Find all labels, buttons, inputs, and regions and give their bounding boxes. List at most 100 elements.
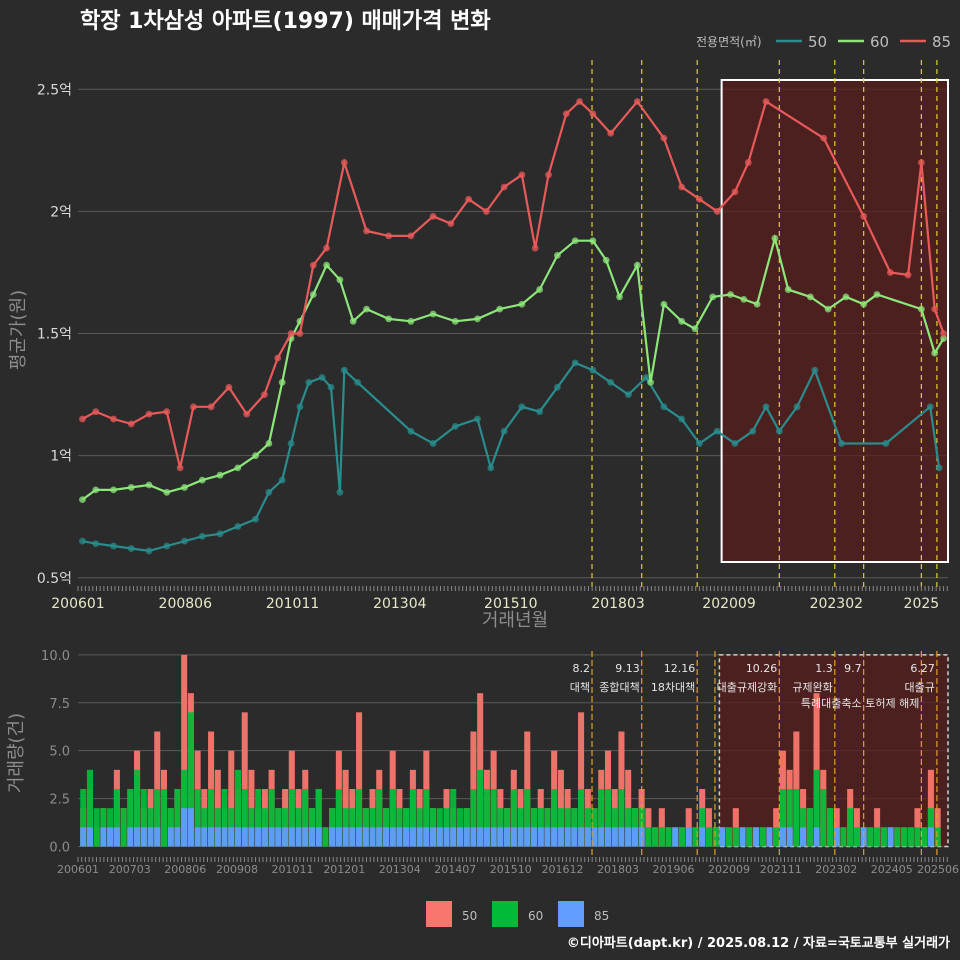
bottom-y-tick-label: 0.0 bbox=[49, 841, 70, 856]
data-point-60 bbox=[145, 481, 153, 489]
bar-60 bbox=[712, 827, 719, 847]
data-point-85 bbox=[678, 183, 686, 191]
policy-date: 12.16 bbox=[664, 662, 696, 675]
data-point-60 bbox=[873, 291, 881, 298]
top-y-axis-title: 평균가(원) bbox=[8, 290, 29, 370]
policy-date: 9.13 bbox=[615, 662, 640, 675]
data-point-85 bbox=[633, 98, 641, 105]
bar-60 bbox=[315, 789, 322, 847]
data-point-50 bbox=[678, 415, 686, 423]
bar-85 bbox=[530, 827, 538, 847]
data-point-50 bbox=[500, 427, 508, 435]
bottom-bars bbox=[80, 654, 941, 847]
bar-60 bbox=[907, 827, 914, 847]
data-point-50 bbox=[571, 359, 579, 367]
data-point-50 bbox=[305, 378, 313, 386]
policy-label: 대출규 bbox=[905, 681, 935, 694]
policy-label: 규제완화 bbox=[792, 681, 832, 694]
data-point-50 bbox=[407, 427, 415, 435]
bar-60 bbox=[618, 789, 625, 847]
data-point-85 bbox=[562, 110, 570, 118]
data-point-85 bbox=[176, 464, 184, 472]
data-point-50 bbox=[216, 530, 224, 538]
bar-60 bbox=[268, 789, 275, 847]
source-caption: ©디아파트(dapt.kr) / 2025.08.12 / 자료=국토교통부 실… bbox=[567, 935, 950, 951]
top-x-tick-label: 201011 bbox=[266, 596, 319, 612]
bar-85 bbox=[578, 827, 585, 847]
bar-60 bbox=[853, 827, 860, 847]
bar-60 bbox=[80, 789, 87, 847]
data-point-60 bbox=[660, 300, 668, 308]
top-legend: 전용면적(㎡) 50 60 85 bbox=[696, 33, 951, 51]
bar-50 bbox=[578, 712, 585, 847]
bar-85 bbox=[255, 827, 262, 847]
bar-85 bbox=[470, 827, 477, 847]
data-point-85 bbox=[296, 330, 304, 337]
bar-85 bbox=[739, 827, 746, 847]
bar-85 bbox=[268, 827, 275, 847]
bar-85 bbox=[248, 827, 255, 847]
data-point-85 bbox=[940, 330, 947, 337]
bar-85 bbox=[140, 827, 147, 847]
data-point-60 bbox=[589, 237, 597, 245]
bar-60 bbox=[510, 789, 517, 847]
bottom-x-rug bbox=[77, 857, 948, 862]
bar-85 bbox=[477, 827, 484, 847]
data-point-60 bbox=[536, 286, 544, 293]
bar-85 bbox=[154, 827, 161, 847]
bar-85 bbox=[436, 827, 443, 847]
data-point-50 bbox=[110, 542, 117, 550]
data-point-60 bbox=[753, 300, 761, 308]
bar-85 bbox=[423, 827, 430, 847]
bar-85 bbox=[362, 827, 369, 847]
bar-85 bbox=[490, 827, 497, 847]
data-point-85 bbox=[465, 195, 473, 203]
bottom-x-tick-label: 202009 bbox=[708, 863, 750, 876]
data-point-85 bbox=[385, 232, 393, 240]
data-point-85 bbox=[207, 403, 215, 411]
bar-60 bbox=[322, 827, 329, 847]
bar-85 bbox=[618, 827, 625, 847]
data-point-50 bbox=[474, 415, 481, 423]
data-point-60 bbox=[571, 237, 579, 245]
policy-label: 18차대책 bbox=[651, 681, 695, 694]
data-point-85 bbox=[407, 232, 415, 240]
data-point-50 bbox=[487, 464, 495, 472]
bar-85 bbox=[833, 827, 840, 847]
data-point-50 bbox=[926, 403, 934, 411]
data-point-60 bbox=[931, 349, 939, 357]
top-x-tick-label: 200601 bbox=[51, 596, 104, 612]
bar-60 bbox=[759, 827, 766, 847]
top-x-rug bbox=[77, 586, 948, 591]
data-point-50 bbox=[935, 464, 943, 472]
bar-85 bbox=[719, 827, 726, 847]
data-point-60 bbox=[518, 300, 526, 308]
data-point-60 bbox=[553, 251, 561, 259]
data-point-60 bbox=[678, 317, 686, 325]
data-point-60 bbox=[309, 291, 317, 298]
bar-60 bbox=[477, 769, 484, 847]
bar-85 bbox=[598, 827, 605, 847]
data-point-60 bbox=[691, 325, 699, 333]
policy-label: 토허제 해제 bbox=[865, 696, 919, 710]
bar-85 bbox=[302, 827, 309, 847]
bar-60 bbox=[409, 789, 416, 847]
data-point-85 bbox=[340, 159, 348, 166]
bar-85 bbox=[282, 827, 289, 847]
data-point-60 bbox=[647, 378, 655, 386]
policy-label: 종합대책 bbox=[599, 681, 639, 694]
bar-50 bbox=[248, 769, 255, 847]
bar-85 bbox=[356, 827, 363, 847]
bar-60 bbox=[86, 769, 94, 847]
data-point-50 bbox=[354, 378, 362, 386]
bar-60 bbox=[160, 789, 168, 847]
bar-60 bbox=[450, 789, 457, 847]
data-point-60 bbox=[496, 305, 504, 313]
legend-swatch-60 bbox=[492, 901, 518, 927]
bottom-x-tick-label: 201612 bbox=[542, 863, 584, 876]
data-point-50 bbox=[181, 537, 188, 545]
data-point-60 bbox=[79, 496, 86, 504]
bar-85 bbox=[409, 827, 416, 847]
bar-60 bbox=[524, 789, 531, 847]
